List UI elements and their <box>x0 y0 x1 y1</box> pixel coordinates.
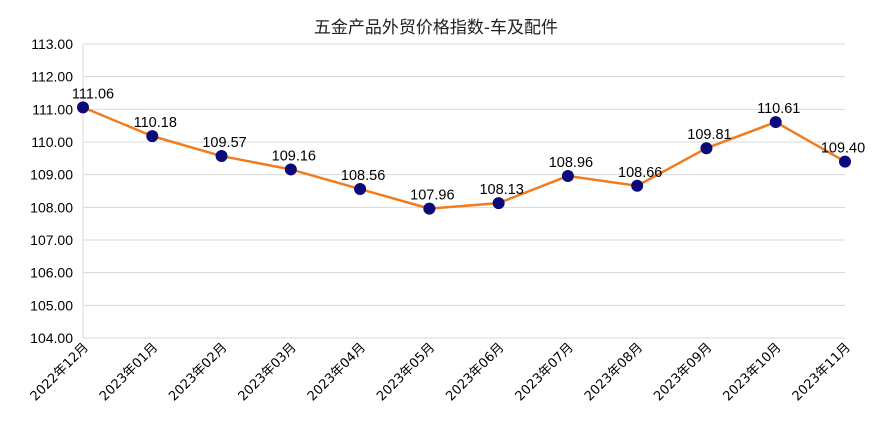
series-line <box>82 106 846 210</box>
series-polyline <box>82 106 846 210</box>
data-point <box>700 142 713 155</box>
data-point <box>146 130 159 143</box>
data-label: 107.96 <box>410 188 454 204</box>
data-point <box>631 179 644 192</box>
x-tick-label: 2023年06月 <box>443 340 507 404</box>
data-point <box>492 197 505 210</box>
x-axis-ticks: 2022年12月 2023年01月 2023年02月 2023年03月 2023年04月… <box>28 340 854 404</box>
y-tick-label: 110.00 <box>31 134 73 150</box>
data-label: 109.16 <box>272 148 316 164</box>
x-tick-label: 2023年05月 <box>374 340 438 404</box>
data-label: 111.06 <box>72 86 114 102</box>
y-tick-label: 106.00 <box>30 265 73 281</box>
chart-title: 五金产品外贸价格指数-车及配件 <box>314 18 558 38</box>
data-point <box>561 169 574 182</box>
data-label: 109.57 <box>202 135 246 151</box>
x-tick-label: 2023年07月 <box>513 340 577 404</box>
y-tick-label: 108.00 <box>30 199 73 215</box>
x-tick-label: 2023年11月 <box>790 340 854 404</box>
data-labels: 111.06 110.18 109.57 109.16 108.56 107.96 108.… <box>72 86 865 203</box>
y-tick-label: 107.00 <box>30 232 73 248</box>
data-label: 108.56 <box>341 168 385 184</box>
data-label: 110.18 <box>134 115 177 131</box>
x-tick-label: 2023年03月 <box>236 340 300 404</box>
data-label: 108.13 <box>479 182 523 198</box>
data-point <box>769 116 782 129</box>
data-label: 110.61 <box>757 101 800 117</box>
x-tick-label: 2023年02月 <box>166 340 230 404</box>
data-label: 109.81 <box>687 127 731 143</box>
data-point <box>423 202 436 215</box>
y-tick-label: 109.00 <box>30 167 73 183</box>
x-tick-label: 2023年08月 <box>582 340 646 404</box>
data-point <box>215 150 228 163</box>
x-tick-label: 2023年10月 <box>720 340 784 404</box>
data-point <box>839 155 851 168</box>
y-tick-label: 105.00 <box>30 297 73 313</box>
data-label: 108.66 <box>618 165 662 181</box>
y-tick-label: 104.00 <box>30 330 73 346</box>
y-tick-label: 111.00 <box>32 101 73 117</box>
data-points <box>77 101 851 215</box>
y-tick-label: 112.00 <box>31 69 73 85</box>
x-tick-label: 2023年09月 <box>651 340 715 404</box>
data-point <box>284 163 297 176</box>
data-label: 108.96 <box>549 155 593 171</box>
data-label: 109.40 <box>821 141 865 157</box>
x-tick-label: 2023年04月 <box>305 340 369 404</box>
x-tick-label: 2022年12月 <box>28 340 92 404</box>
x-tick-label: 2023年01月 <box>97 340 161 404</box>
grid <box>82 43 845 339</box>
y-axis-ticks: 104.00 105.00 106.00 107.00 108.00 109.00 110.… <box>30 36 73 346</box>
y-tick-label: 113.00 <box>31 36 73 52</box>
data-point <box>354 183 367 196</box>
data-point <box>77 101 89 114</box>
